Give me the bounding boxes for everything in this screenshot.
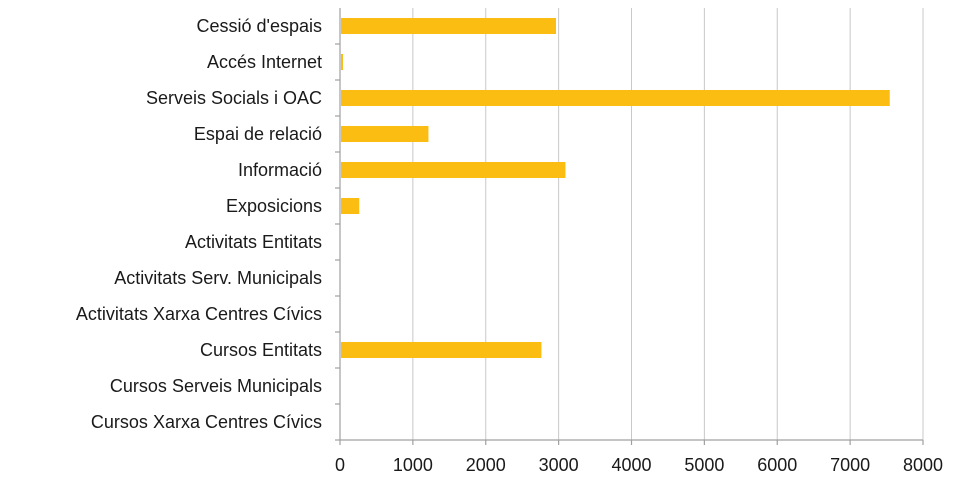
category-label-9: Cursos Entitats — [200, 340, 322, 360]
x-tick-label-4000: 4000 — [611, 455, 651, 475]
x-tick-label-3000: 3000 — [539, 455, 579, 475]
category-label-0: Cessió d'espais — [197, 16, 323, 36]
gridlines — [412, 8, 924, 440]
x-tick-label-0: 0 — [335, 455, 345, 475]
x-tick-label-5000: 5000 — [684, 455, 724, 475]
category-label-7: Activitats Serv. Municipals — [114, 268, 322, 288]
axes — [335, 8, 924, 445]
category-label-3: Espai de relació — [194, 124, 322, 144]
bar-0 — [341, 18, 556, 34]
x-tick-label-7000: 7000 — [830, 455, 870, 475]
category-label-8: Activitats Xarxa Centres Cívics — [76, 304, 322, 324]
bar-3 — [341, 126, 429, 142]
category-label-1: Accés Internet — [207, 52, 322, 72]
category-label-4: Informació — [238, 160, 322, 180]
category-label-5: Exposicions — [226, 196, 322, 216]
bar-2 — [341, 90, 890, 106]
x-tick-label-2000: 2000 — [466, 455, 506, 475]
category-labels: Cessió d'espais Accés Internet Serveis Soc… — [76, 16, 322, 432]
x-tick-label-6000: 6000 — [757, 455, 797, 475]
category-label-11: Cursos Xarxa Centres Cívics — [91, 412, 322, 432]
bars — [341, 18, 890, 358]
x-tick-label-8000: 8000 — [903, 455, 943, 475]
category-label-2: Serveis Socials i OAC — [146, 88, 322, 108]
bar-1 — [341, 54, 343, 70]
category-label-6: Activitats Entitats — [185, 232, 322, 252]
bar-9 — [341, 342, 542, 358]
x-tick-label-1000: 1000 — [393, 455, 433, 475]
category-label-10: Cursos Serveis Municipals — [110, 376, 322, 396]
x-tick-labels: 0 1000 2000 3000 4000 5000 6000 7000 8000 — [335, 455, 943, 475]
bar-5 — [341, 198, 360, 214]
bar-4 — [341, 162, 566, 178]
